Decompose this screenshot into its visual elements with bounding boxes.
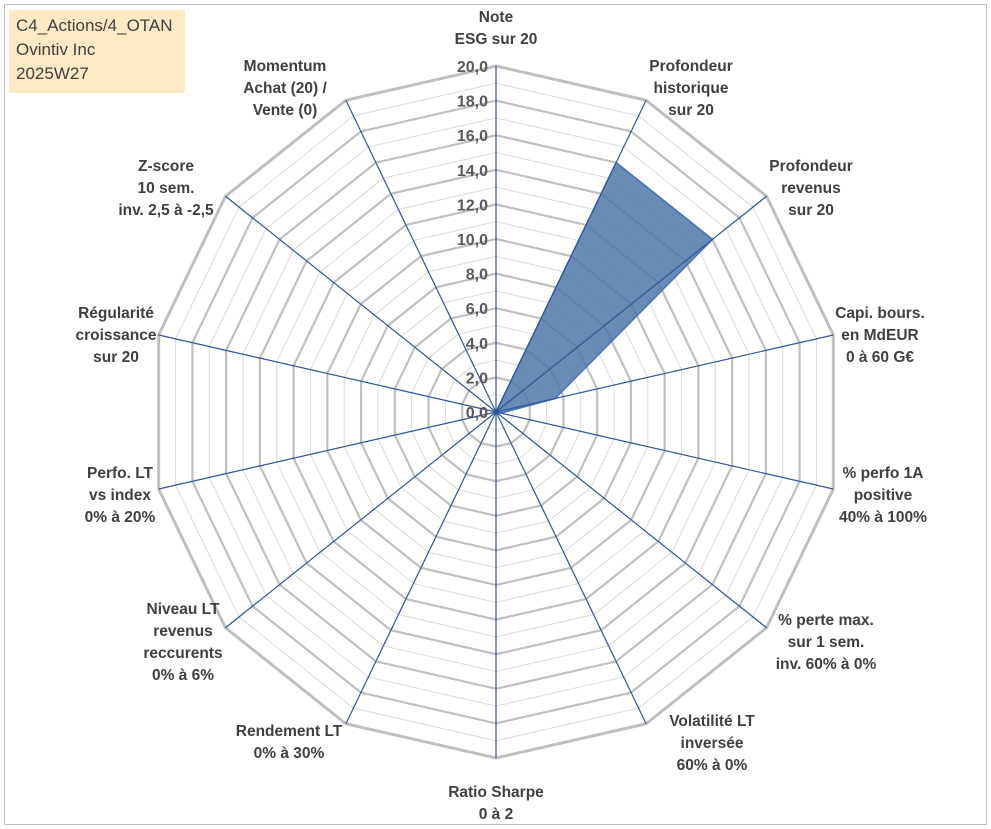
axis-label-line: ESG sur 20 (455, 31, 538, 48)
axis-label-line: Momentum (244, 58, 327, 75)
tick-labels: 0,0 2,0 4,0 6,0 8,0 10,0 12,0 14,0 16,0 18,0 20,0 (457, 59, 488, 422)
axis-label-line: Achat (20) / (243, 80, 327, 97)
axis-spoke (495, 411, 767, 629)
axis-spoke (495, 100, 647, 413)
tick-label: 12,0 (457, 197, 488, 214)
axis-spoke (495, 411, 834, 490)
axis-label-line: revenus (781, 180, 840, 197)
axis-spoke (495, 195, 767, 413)
tick-label: 0,0 (466, 405, 488, 422)
axis-label: Ratio Sharpe 0 à 2 (448, 784, 544, 823)
tick-label: 18,0 (457, 94, 488, 111)
axis-label-line: Rendement LT (236, 723, 343, 740)
axis-label-line: 0 à 60 G€ (846, 349, 914, 366)
axis-label-line: Niveau LT (147, 601, 220, 618)
axis-spoke (225, 411, 497, 629)
axis-label-line: % perfo 1A (843, 465, 924, 482)
axis-label: Régularité croissance sur 20 (76, 305, 157, 366)
axis-label-line: Vente (0) (253, 102, 318, 119)
axis-label-line: 40% à 100% (839, 509, 927, 526)
axis-label: % perte max. sur 1 sem. inv. 60% à 0% (776, 612, 877, 673)
axis-label-line: Profondeur (769, 158, 853, 175)
axis-labels: Note ESG sur 20 Profondeur historique sur 20… (76, 9, 928, 823)
axis-label-line: 0% à 6% (152, 667, 214, 684)
axis-label: Note ESG sur 20 (455, 9, 538, 48)
axis-label: Profondeur historique sur 20 (649, 58, 733, 119)
axis-label-line: croissance (76, 327, 157, 344)
axis-spoke (345, 100, 497, 413)
axis-spoke (225, 195, 497, 413)
axis-label-line: historique (654, 80, 729, 97)
info-week: 2025W27 (16, 64, 89, 83)
axis-label-line: Volatilité LT (669, 713, 755, 730)
axis-label-line: 0 à 2 (479, 806, 513, 823)
axis-spoke (495, 411, 647, 724)
axis-label-line: Perfo. LT (87, 465, 154, 482)
axis-label-line: 60% à 0% (677, 757, 748, 774)
axis-label-line: 10 sem. (138, 180, 195, 197)
axis-label-line: Z-score (138, 158, 194, 175)
axis-label: Momentum Achat (20) / Vente (0) (243, 58, 327, 119)
axis-label: Niveau LT revenus reccurents 0% à 6% (143, 601, 222, 684)
axis-label-line: 0% à 20% (85, 509, 156, 526)
axis-spoke (158, 411, 497, 490)
axis-label: Profondeur revenus sur 20 (769, 158, 853, 219)
tick-label: 14,0 (457, 163, 488, 180)
tick-label: 2,0 (466, 370, 488, 387)
axis-label: Capi. bours. en MdEUR 0 à 60 G€ (835, 305, 925, 366)
tick-label: 10,0 (457, 232, 488, 249)
axis-spoke (345, 411, 497, 724)
info-company: Ovintiv Inc (16, 40, 96, 59)
axis-label-line: sur 20 (668, 102, 714, 119)
axis-label-line: sur 1 sem. (788, 634, 865, 651)
info-portfolio: C4_Actions/4_OTAN (16, 16, 173, 35)
axis-label: Rendement LT 0% à 30% (236, 723, 343, 762)
axis-label-line: en MdEUR (841, 327, 919, 344)
axis-label-line: sur 20 (93, 349, 139, 366)
axis-label-line: vs index (89, 487, 151, 504)
info-box: C4_Actions/4_OTAN Ovintiv Inc 2025W27 (9, 10, 185, 93)
axis-label-line: inv. 2,5 à -2,5 (118, 202, 214, 219)
tick-label: 16,0 (457, 128, 488, 145)
axis-label-line: reccurents (143, 645, 222, 662)
axis-label-line: positive (854, 487, 913, 504)
axis-label-line: Ratio Sharpe (448, 784, 544, 801)
axis-label-line: % perte max. (778, 612, 874, 629)
axis-label: % perfo 1A positive 40% à 100% (839, 465, 927, 526)
axis-label-line: inversée (681, 735, 744, 752)
axis-label: Volatilité LT inversée 60% à 0% (669, 713, 755, 774)
axis-spokes (158, 66, 834, 758)
axis-label-line: 0% à 30% (254, 745, 325, 762)
axis-spoke (495, 334, 834, 413)
tick-label: 6,0 (466, 301, 488, 318)
axis-label-line: Profondeur (649, 58, 733, 75)
axis-label: Z-score 10 sem. inv. 2,5 à -2,5 (118, 158, 214, 219)
axis-label-line: Capi. bours. (835, 305, 925, 322)
tick-label: 20,0 (457, 59, 488, 76)
axis-spoke (158, 334, 497, 413)
axis-label-line: inv. 60% à 0% (776, 656, 877, 673)
tick-label: 4,0 (466, 336, 488, 353)
axis-label: Perfo. LT vs index 0% à 20% (85, 465, 156, 526)
axis-label-line: revenus (153, 623, 212, 640)
axis-label-line: Régularité (78, 305, 154, 322)
tick-label: 8,0 (466, 267, 488, 284)
axis-label-line: sur 20 (788, 202, 834, 219)
axis-label-line: Note (479, 9, 514, 26)
